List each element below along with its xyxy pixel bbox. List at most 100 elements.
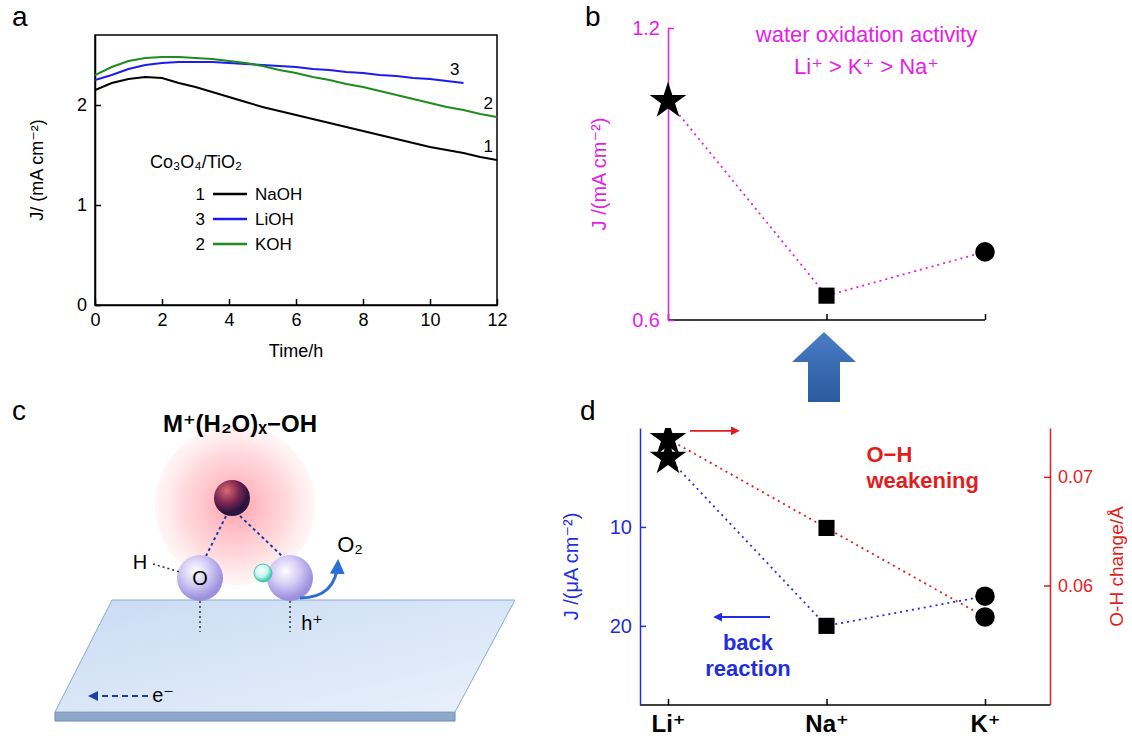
interaction-line xyxy=(240,516,282,556)
tick-label: K⁺ xyxy=(971,710,1001,737)
tick: 12 xyxy=(487,299,507,330)
tick: 20 xyxy=(610,615,646,637)
axis-line xyxy=(640,429,642,706)
panel-a: 0246810120121321NaOH3LiOH2KOHCo₃O₄/TiO₂T… xyxy=(27,35,508,361)
release-arrow xyxy=(300,562,338,598)
tick-label: 1.2 xyxy=(632,17,660,39)
tick-label: 10 xyxy=(610,516,632,538)
tick: 2 xyxy=(77,95,101,115)
connector-arrow xyxy=(792,332,856,402)
diagram-label: O xyxy=(192,567,208,589)
y-axis: 0 1 2 xyxy=(77,36,101,316)
tick-label: 20 xyxy=(610,615,632,637)
panel-letter: c xyxy=(12,395,26,426)
tick-label: 6 xyxy=(291,310,301,330)
surface-bond xyxy=(289,601,291,632)
x-axis: Li⁺Na⁺K⁺ xyxy=(652,699,1001,737)
data-point xyxy=(650,428,687,455)
series-annotation: backreaction xyxy=(705,630,791,681)
panel-c: M⁺(H₂O)ₓ−OH H O O₂ h⁺ e⁻ xyxy=(55,410,515,721)
electron-arrow xyxy=(90,695,148,697)
data-point xyxy=(650,82,687,117)
tick-mark xyxy=(826,699,828,705)
tick: 0.6 xyxy=(632,309,674,331)
legend-label: LiOH xyxy=(255,210,294,229)
legend: 1NaOH3LiOH2KOH xyxy=(196,185,303,254)
tick-mark xyxy=(668,320,674,322)
tick-label: 10 xyxy=(420,310,440,330)
data-point xyxy=(818,618,834,634)
data-line xyxy=(95,57,497,117)
tick-mark xyxy=(162,299,164,305)
tick-label: 2 xyxy=(157,310,167,330)
annotation: Co₃O₄/TiO₂ xyxy=(150,152,242,172)
tick-label: 2 xyxy=(77,95,87,115)
tick-mark xyxy=(1044,477,1050,479)
diagram-label: e⁻ xyxy=(152,684,174,706)
axis-line xyxy=(95,36,97,306)
end-label: 3 xyxy=(450,60,459,79)
tick-mark xyxy=(95,305,101,307)
diagram-title: M⁺(H₂O)ₓ−OH xyxy=(163,410,317,437)
legend-entry: 2KOH xyxy=(196,235,292,254)
data-line xyxy=(668,458,985,626)
tick-mark xyxy=(229,299,231,305)
panel-letter: d xyxy=(580,395,596,426)
tick-label: 0.06 xyxy=(1058,576,1093,596)
tick xyxy=(827,314,828,320)
tick: 0 xyxy=(77,295,101,315)
tick-label: 4 xyxy=(224,310,234,330)
data-line xyxy=(668,439,985,617)
legend-number: 2 xyxy=(196,235,205,254)
data-point xyxy=(975,586,995,606)
interaction-line xyxy=(206,516,226,556)
data-point xyxy=(818,520,834,536)
data-point xyxy=(818,288,834,304)
panel-letter: a xyxy=(12,1,28,32)
tick: 10 xyxy=(610,516,646,538)
end-label: 2 xyxy=(484,94,493,113)
tick-mark xyxy=(95,205,101,207)
legend-swatch xyxy=(213,243,247,246)
data-line xyxy=(95,62,464,83)
tick xyxy=(985,314,986,320)
diagram-label: h⁺ xyxy=(301,612,323,634)
y-axis: 0.6 1.2 xyxy=(632,17,674,331)
tick: 4 xyxy=(224,299,234,330)
tick-mark xyxy=(430,299,432,305)
tick-label: 1 xyxy=(77,195,87,215)
axis-line xyxy=(1050,429,1052,706)
data-point xyxy=(975,242,995,262)
hydrogen-atom xyxy=(254,564,272,582)
tick-label: 0.6 xyxy=(632,309,660,331)
tick-mark xyxy=(95,105,101,107)
x-axis-line xyxy=(640,704,1050,706)
annotation-arrow xyxy=(715,616,770,618)
legend-number: 3 xyxy=(196,210,205,229)
diagram-label: H xyxy=(133,551,147,573)
tick-mark xyxy=(826,314,828,320)
legend-swatch xyxy=(213,218,247,221)
tick-label: 12 xyxy=(487,310,507,330)
diagram-label: O₂ xyxy=(337,532,363,557)
oxygen-atom xyxy=(267,555,313,601)
surface-side xyxy=(55,712,455,721)
tick-mark xyxy=(1044,585,1050,587)
tick-label: 8 xyxy=(358,310,368,330)
tick: 2 xyxy=(157,299,167,330)
tick: 10 xyxy=(420,299,440,330)
tick-mark xyxy=(497,299,499,305)
legend-entry: 3 LiOH xyxy=(196,210,294,229)
tick-mark xyxy=(640,527,646,529)
tick-label: 0 xyxy=(90,310,100,330)
panel-letter: b xyxy=(585,1,601,32)
tick-label: 0.07 xyxy=(1058,467,1093,487)
panel-b: 0.61.2J /(mA cm⁻²)water oxidation activi… xyxy=(588,17,995,331)
tick: 1 xyxy=(77,195,101,215)
end-label: 1 xyxy=(484,137,493,156)
surface-bond xyxy=(199,601,201,632)
tick: 0.06 xyxy=(1044,576,1093,596)
axis-line xyxy=(668,29,670,321)
tick-mark xyxy=(668,699,670,705)
y2-axis-title: O-H change/Å xyxy=(1106,506,1127,627)
